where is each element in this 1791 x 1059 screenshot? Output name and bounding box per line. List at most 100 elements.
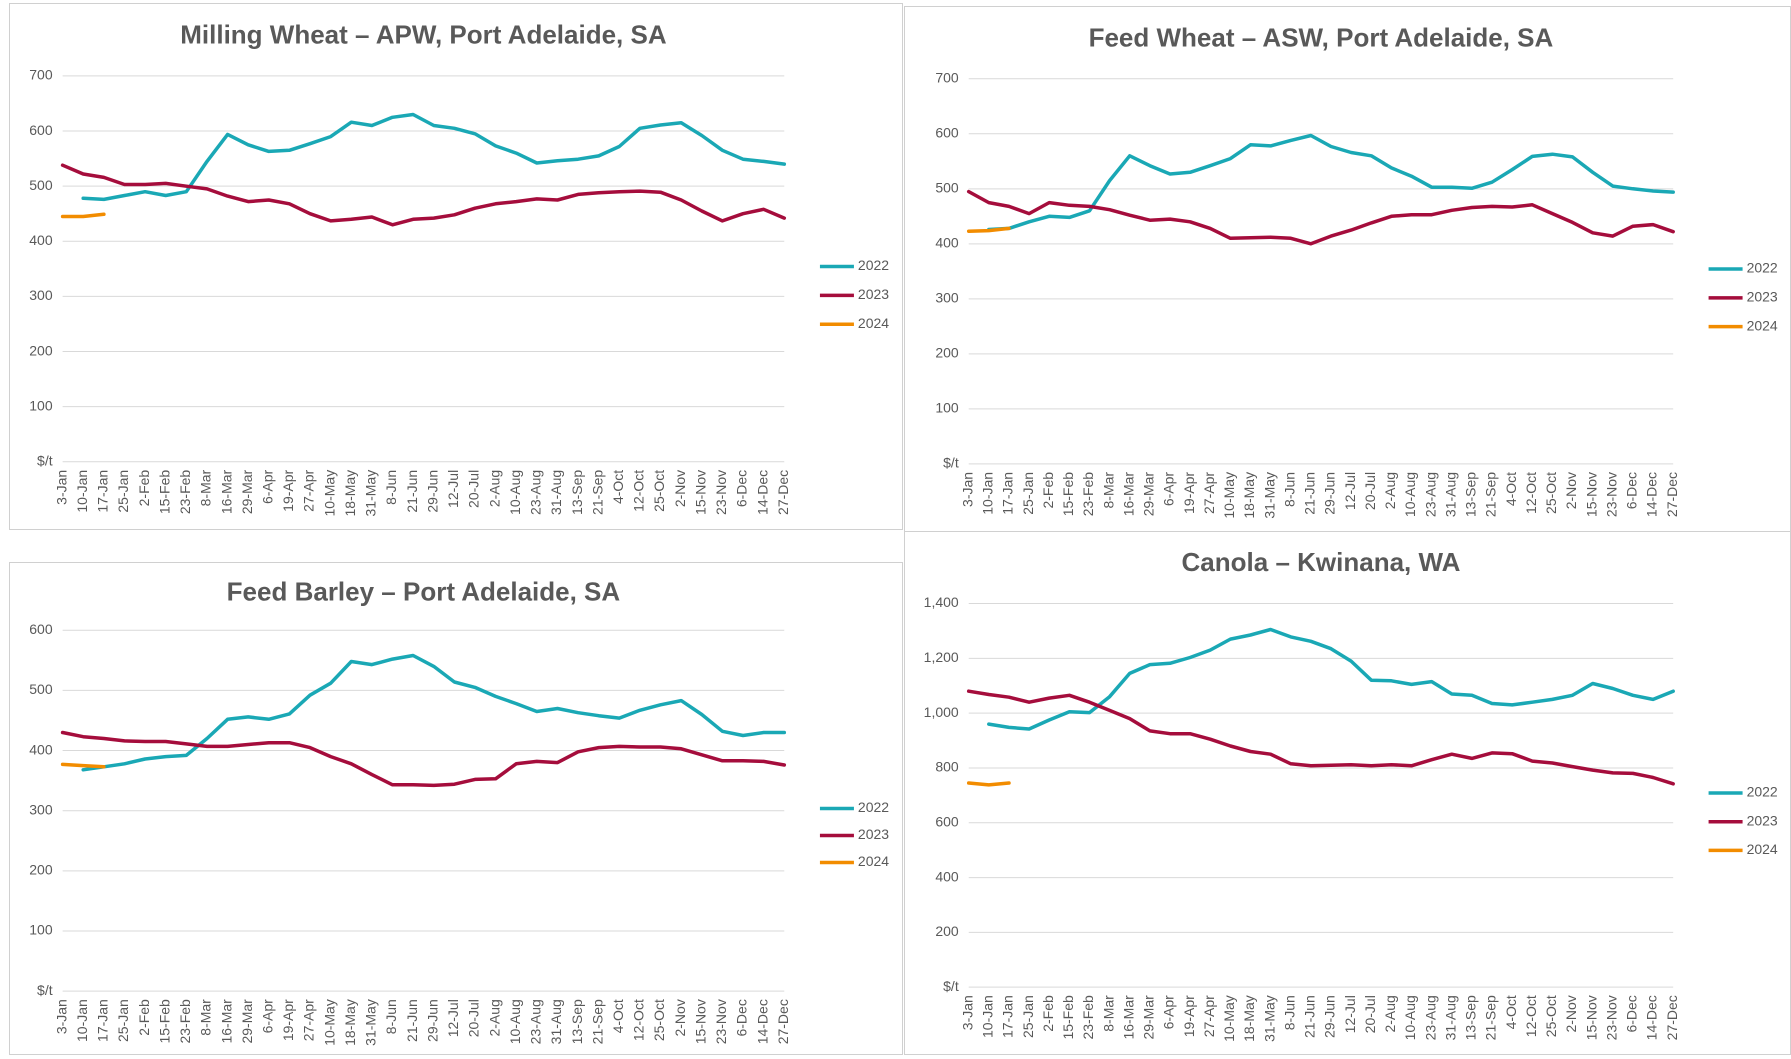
series-line	[60, 212, 106, 219]
x-tick-label: 31-May	[363, 470, 379, 517]
chart: Feed Barley – Port Adelaide, SA $/t 100 200…	[29, 576, 889, 1046]
x-tick-label: 29-Jun	[1322, 995, 1338, 1038]
y-tick-label: 600	[935, 813, 959, 829]
x-tick-label: 21-Sep	[589, 470, 605, 515]
x-tick-label: 4-Oct	[610, 470, 626, 504]
x-tick-label: 31-May	[363, 999, 379, 1046]
y-tick-label: 300	[29, 801, 53, 817]
x-tick-label: 25-Jan	[1020, 995, 1036, 1038]
y-tick-label: 500	[29, 177, 53, 193]
y-tick-label: 1,400	[924, 594, 959, 610]
y-tick-label: 500	[29, 681, 53, 697]
x-tick-label: 2-Aug	[486, 999, 502, 1036]
x-tick-label: 13-Sep	[569, 999, 585, 1044]
x-tick-label: 15-Feb	[1060, 472, 1076, 517]
x-tick-label: 25-Oct	[651, 470, 667, 512]
x-tick-label: 27-Dec	[775, 470, 791, 515]
x-tick-label: 27-Dec	[1664, 472, 1680, 517]
x-tick-label: 15-Nov	[692, 470, 708, 515]
x-tick-label: 6-Apr	[1161, 472, 1177, 507]
x-tick-label: 29-Jun	[1322, 472, 1338, 515]
x-tick-label: 18-May	[342, 470, 358, 517]
x-tick-label: 8-Mar	[198, 469, 214, 506]
x-tick-label: 13-Sep	[1463, 472, 1479, 517]
x-tick-label: 10-Jan	[980, 472, 996, 515]
y-tick-label: 500	[935, 180, 959, 196]
x-tick-label: 8-Jun	[1281, 472, 1297, 507]
x-tick-label: 2-Feb	[1040, 995, 1056, 1032]
y-tick-label: 400	[935, 235, 959, 251]
y-tick-label: 300	[935, 290, 959, 306]
y-tick-label: 200	[935, 345, 959, 361]
x-tick-label: 31-May	[1261, 472, 1277, 519]
x-tick-label: 19-Apr	[280, 999, 296, 1041]
y-tick-label: 800	[935, 759, 959, 775]
series-line	[987, 627, 1675, 731]
x-tick-label: 10-Aug	[507, 999, 523, 1044]
y-tick-label: 100	[29, 922, 53, 938]
x-tick-label: 6-Apr	[1161, 995, 1177, 1030]
series-line	[966, 226, 1011, 233]
y-tick-label: 400	[935, 868, 959, 884]
legend-label: 2022	[858, 799, 889, 815]
x-tick-label: 29-Mar	[1141, 995, 1157, 1040]
series-line	[966, 781, 1011, 787]
x-tick-label: 4-Oct	[1503, 995, 1519, 1029]
y-tick-label: 1,200	[924, 649, 959, 665]
x-tick-label: 3-Jan	[959, 472, 975, 507]
x-tick-label: 10-Aug	[507, 470, 523, 515]
x-tick-label: 31-Aug	[1442, 995, 1458, 1040]
x-tick-label: 25-Jan	[115, 470, 131, 513]
x-tick-label: 23-Nov	[713, 999, 729, 1044]
x-tick-label: 12-Jul	[445, 999, 461, 1037]
x-tick-label: 21-Jun	[1302, 472, 1318, 515]
x-tick-label: 31-May	[1261, 995, 1277, 1042]
x-tick-label: 23-Feb	[177, 470, 193, 515]
x-tick-label: 29-Jun	[424, 470, 440, 513]
x-tick-label: 18-May	[1241, 995, 1257, 1042]
x-tick-label: 15-Feb	[1060, 995, 1076, 1040]
legend-label: 2024	[858, 853, 889, 869]
x-tick-label: 13-Sep	[1463, 995, 1479, 1040]
x-tick-label: 20-Jul	[466, 999, 482, 1037]
x-tick-label: 16-Mar	[1120, 995, 1136, 1040]
chart-title: Milling Wheat – APW, Port Adelaide, SA	[180, 19, 667, 49]
x-tick-label: 23-Feb	[1080, 995, 1096, 1040]
x-tick-label: 8-Jun	[1281, 995, 1297, 1030]
chart-title: Canola – Kwinana, WA	[1182, 547, 1461, 577]
legend-label: 2024	[1747, 841, 1778, 857]
chart-panel: Feed Barley – Port Adelaide, SA $/t 100 200…	[9, 562, 903, 1055]
x-tick-label: 17-Jan	[95, 470, 111, 513]
x-tick-label: 21-Jun	[1302, 995, 1318, 1038]
x-tick-label: 25-Jan	[1020, 472, 1036, 515]
x-tick-label: 23-Nov	[1604, 995, 1620, 1040]
x-tick-label: 23-Aug	[1422, 995, 1438, 1040]
x-tick-label: 13-Sep	[569, 470, 585, 515]
x-tick-label: 23-Aug	[528, 999, 544, 1044]
x-tick-label: 12-Jul	[445, 470, 461, 508]
chart: Milling Wheat – APW, Port Adelaide, SA $/…	[29, 19, 889, 517]
x-tick-label: 27-Apr	[301, 469, 317, 511]
legend-label: 2022	[1747, 784, 1778, 800]
x-tick-label: 17-Jan	[1000, 995, 1016, 1038]
x-tick-label: 27-Dec	[1664, 995, 1680, 1040]
y-tick-label: 200	[29, 342, 53, 358]
x-tick-label: 15-Feb	[156, 470, 172, 515]
x-tick-label: 8-Mar	[1100, 472, 1116, 509]
x-tick-label: 23-Feb	[177, 999, 193, 1044]
x-tick-label: 3-Jan	[53, 470, 69, 505]
x-tick-label: 20-Jul	[1362, 995, 1378, 1033]
y-tick-label: 600	[935, 125, 959, 141]
x-tick-label: 15-Feb	[156, 999, 172, 1044]
x-tick-label: 12-Oct	[1523, 472, 1539, 514]
x-tick-label: 6-Dec	[1624, 995, 1640, 1032]
series-line	[81, 653, 787, 772]
x-tick-label: 25-Oct	[651, 999, 667, 1041]
x-tick-label: 12-Oct	[631, 470, 647, 512]
x-tick-label: 19-Apr	[1181, 995, 1197, 1037]
x-tick-label: 15-Nov	[1583, 472, 1599, 517]
x-tick-label: 23-Nov	[1604, 472, 1620, 517]
series-line	[987, 133, 1675, 232]
x-tick-label: 10-Aug	[1402, 995, 1418, 1040]
x-tick-label: 21-Jun	[404, 470, 420, 513]
